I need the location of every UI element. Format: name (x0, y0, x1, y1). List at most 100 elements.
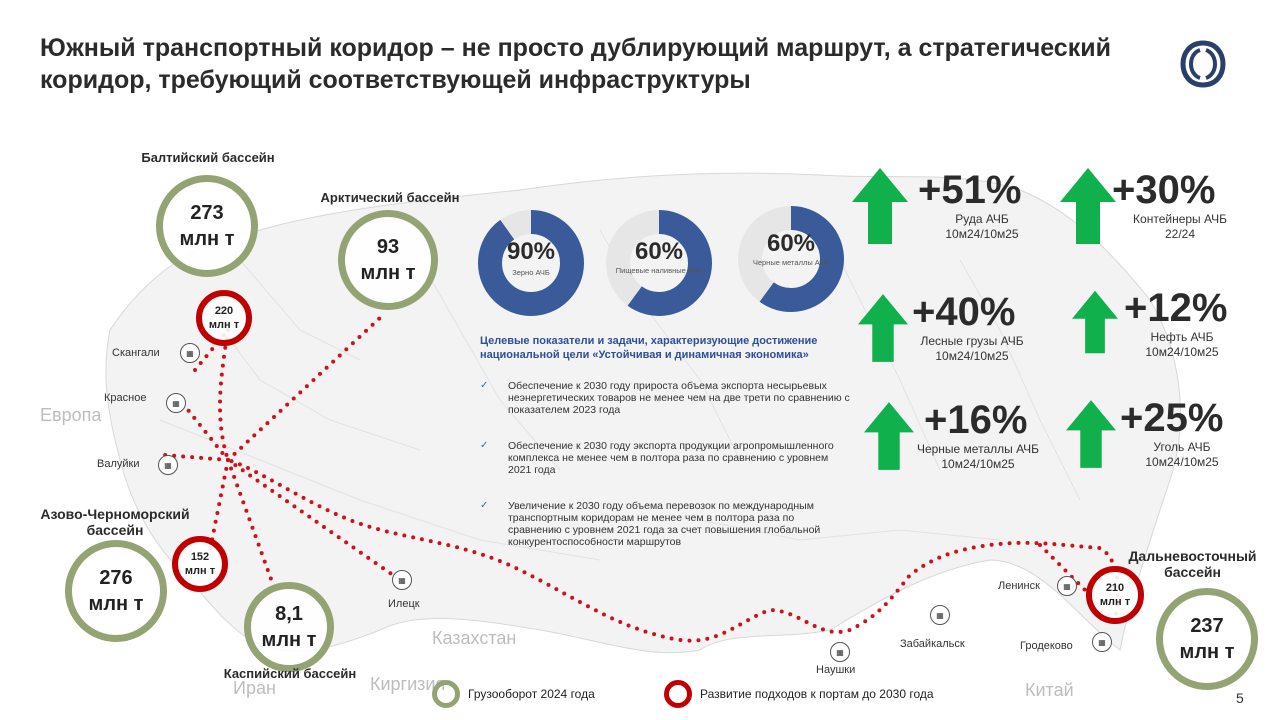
caspian-volume-unit: млн т (261, 629, 317, 651)
donut-chart-food-liquid: 60% Пищевые наливные АЧБ (606, 210, 712, 316)
azov-develop-value: 152 (190, 551, 210, 563)
far-east-develop-unit: млн т (1099, 596, 1131, 608)
kpi-label-cargo: Лесные грузы АЧБ (920, 334, 1024, 348)
arctic-volume-unit: млн т (360, 262, 416, 284)
kpi-label: Лесные грузы АЧБ 10м24/10м25 (902, 334, 1042, 364)
rail-station-icon: ▦ (1057, 576, 1077, 596)
kpi-ferrous: +16% Черные металлы АЧБ 10м24/10м25 (864, 398, 1064, 478)
donut-pct-food-liquid: 60% (634, 238, 684, 265)
far-east-volume-value: 237 (1190, 615, 1224, 637)
kpi-label-cargo: Уголь АЧБ (1153, 440, 1211, 454)
donut-label-ferrous: Черные металлы АЧБ (752, 258, 830, 267)
kpi-label-period: 10м24/10м25 (935, 349, 1009, 363)
task-item: ✓ Увеличение к 2030 году объема перевозок… (480, 500, 850, 548)
kpi-label-period: 10м24/10м25 (1145, 345, 1219, 359)
region-europe: Европа (40, 405, 102, 425)
up-arrow-icon (852, 168, 908, 244)
donut-label-food-liquid: Пищевые наливные АЧБ (615, 266, 703, 275)
kpi-label-period: 22/24 (1164, 227, 1196, 241)
station-leninsk: Ленинск (998, 580, 1040, 592)
up-arrow-icon (864, 402, 914, 470)
basin-azov-label: Азово-Черноморский бассейн (40, 506, 190, 538)
station-zabaikalsk: Забайкальск (900, 638, 965, 650)
rail-station-icon: ▦ (930, 605, 950, 625)
station-valuyki: Валуйки (97, 458, 140, 470)
kpi-pct: +25% (1120, 396, 1224, 440)
up-arrow-icon (1060, 168, 1116, 244)
kpi-label-cargo: Нефть АЧБ (1150, 330, 1214, 344)
page-number: 5 (1236, 690, 1244, 706)
rail-station-icon: ▦ (830, 642, 850, 662)
kpi-label: Черные металлы АЧБ 10м24/10м25 (900, 442, 1056, 472)
azov-volume-value: 276 (99, 567, 133, 589)
rail-station-icon: ▦ (166, 393, 186, 413)
kpi-pct: +30% (1112, 168, 1216, 212)
region-kyrgyzstan: Киргизия (370, 674, 446, 694)
donut-slice-grain (478, 210, 584, 316)
task-text: Увеличение к 2030 году объема перевозок … (508, 500, 821, 548)
rail-station-icon: ▦ (158, 455, 178, 475)
tasks-heading: Целевые показатели и задачи, характеризу… (480, 335, 818, 361)
basin-baltic-label: Балтийский бассейн (141, 150, 275, 165)
task-text: Обеспечение к 2030 году экспорта продукц… (508, 440, 834, 476)
check-icon: ✓ (480, 500, 489, 511)
rail-station-icon: ▦ (392, 570, 412, 590)
kpi-label-period: 10м24/10м25 (945, 227, 1019, 241)
kpi-label-period: 10м24/10м25 (1145, 455, 1219, 469)
task-item: ✓ Обеспечение к 2030 году прироста объема… (480, 380, 850, 416)
station-grodekovo: Гродеково (1020, 640, 1073, 652)
kpi-label: Уголь АЧБ 10м24/10м25 (1112, 440, 1252, 470)
region-kazakhstan: Казахстан (432, 628, 517, 648)
far-east-volume-circle: 237 млн т (1156, 588, 1258, 690)
kpi-oil: +12% Нефть АЧБ 10м24/10м25 (1072, 286, 1272, 366)
azov-develop-unit: млн т (184, 565, 216, 577)
rail-station-icon: ▦ (180, 343, 200, 363)
kpi-label-cargo: Контейнеры АЧБ (1133, 212, 1227, 226)
basin-far-east-label: Дальневосточный бассейн (1128, 548, 1257, 580)
kpi-label-cargo: Черные металлы АЧБ (916, 442, 1040, 456)
kpi-coal: +25% Уголь АЧБ 10м24/10м25 (1066, 396, 1266, 476)
kpi-pct: +40% (912, 290, 1016, 334)
kpi-containers: +30% Контейнеры АЧБ 22/24 (1060, 168, 1270, 248)
kpi-label: Контейнеры АЧБ 22/24 (1110, 212, 1250, 242)
legend-green-ring-icon (432, 680, 460, 708)
donut-chart-ferrous: 60% Черные металлы АЧБ (738, 206, 844, 312)
legend-develop: Развитие подходов к портам до 2030 года (664, 680, 934, 708)
region-china: Китай (1025, 680, 1074, 700)
baltic-volume-circle: 273 млн т (156, 175, 258, 277)
legend-volume: Грузооборот 2024 года (432, 680, 595, 708)
up-arrow-icon (1072, 290, 1118, 354)
azov-develop-circle: 152 млн т (172, 536, 228, 592)
company-logo (1180, 40, 1226, 88)
kpi-ore: +51% Руда АЧБ 10м24/10м25 (852, 168, 1052, 248)
up-arrow-icon (1066, 400, 1116, 468)
kpi-pct: +16% (924, 398, 1028, 442)
basin-arctic-label: Арктический бассейн (320, 190, 460, 205)
kpi-label-period: 10м24/10м25 (941, 457, 1015, 471)
baltic-volume-unit: млн т (179, 228, 235, 250)
station-iletsk: Илецк (388, 598, 420, 610)
kpi-label: Руда АЧБ 10м24/10м25 (912, 212, 1052, 242)
kpi-label: Нефть АЧБ 10м24/10м25 (1112, 330, 1252, 360)
donut-slice-food-liquid (606, 210, 712, 316)
azov-volume-unit: млн т (88, 593, 144, 615)
check-icon: ✓ (480, 440, 489, 451)
baltic-volume-value: 273 (190, 202, 224, 224)
arctic-volume-value: 93 (376, 236, 400, 258)
station-skangali: Скангали (112, 347, 160, 359)
kpi-label-cargo: Руда АЧБ (955, 212, 1009, 226)
legend-volume-text: Грузооборот 2024 года (468, 687, 595, 701)
page-title: Южный транспортный коридор – не просто д… (40, 34, 1111, 94)
rail-station-icon: ▦ (1092, 632, 1112, 652)
station-krasnoe: Красное (104, 392, 147, 404)
far-east-develop-circle: 210 млн т (1086, 566, 1144, 624)
baltic-develop-value: 220 (214, 305, 234, 317)
station-naushki: Наушки (816, 664, 856, 676)
kpi-pct: +12% (1124, 286, 1228, 330)
region-iran: Иран (233, 678, 276, 698)
caspian-volume-value: 8,1 (275, 603, 303, 625)
task-text: Обеспечение к 2030 году прироста объема … (508, 380, 850, 416)
kpi-timber: +40% Лесные грузы АЧБ 10м24/10м25 (858, 290, 1058, 370)
baltic-develop-unit: млн т (208, 319, 240, 331)
donut-chart-grain: 90% Зерно АЧБ (478, 210, 584, 316)
